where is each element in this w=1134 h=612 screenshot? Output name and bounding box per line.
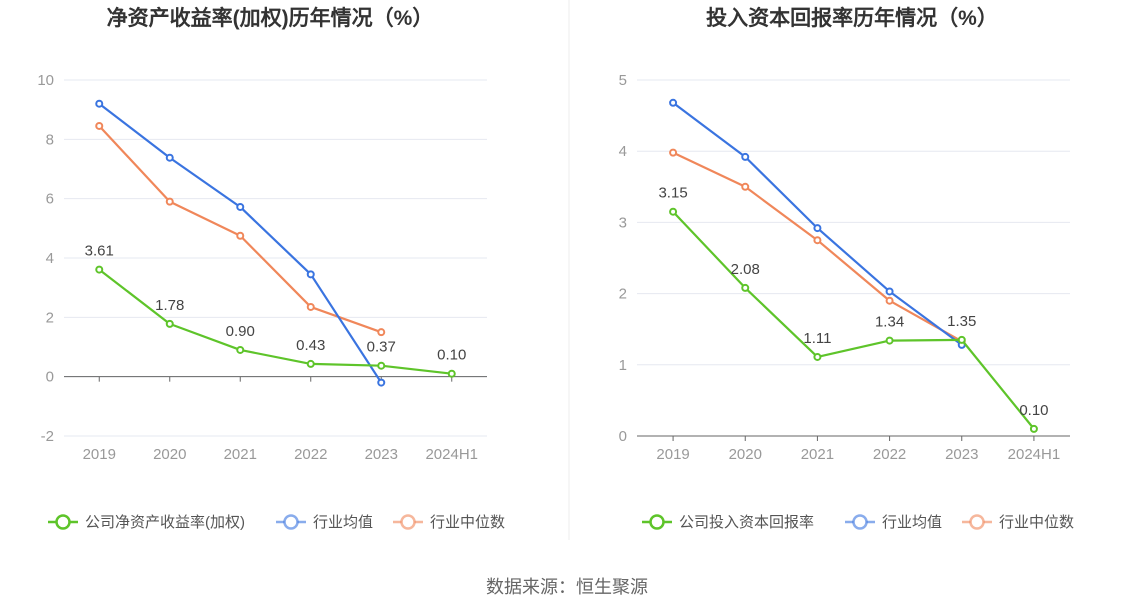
data-point-industry_median bbox=[165, 197, 174, 206]
y-tick-label: 4 bbox=[46, 250, 54, 267]
data-point-industry_median bbox=[236, 231, 245, 240]
legend-label: 公司净资产收益率(加权) bbox=[85, 514, 245, 531]
legend-marker-industry_avg bbox=[283, 514, 299, 530]
data-point-company bbox=[957, 335, 966, 344]
data-point-company bbox=[447, 369, 456, 378]
y-tick-label: 2 bbox=[619, 286, 627, 303]
data-point-company bbox=[741, 283, 750, 292]
data-point-company bbox=[95, 265, 104, 274]
x-tick-label: 2019 bbox=[83, 446, 116, 463]
legend-label: 行业均值 bbox=[882, 514, 942, 531]
data-label: 2.08 bbox=[731, 261, 760, 278]
y-tick-label: 1 bbox=[619, 357, 627, 374]
legend-marker-company bbox=[55, 514, 71, 530]
data-point-company bbox=[1029, 424, 1038, 433]
series-line-industry_avg bbox=[98, 102, 383, 384]
y-tick-label: 3 bbox=[619, 214, 627, 231]
x-tick-label: 2023 bbox=[945, 446, 978, 463]
legend-label: 行业均值 bbox=[313, 514, 373, 531]
legend-label: 行业中位数 bbox=[999, 514, 1074, 531]
data-point-company bbox=[306, 359, 315, 368]
data-point-company bbox=[165, 319, 174, 328]
chart-title: 投入资本回报率历年情况（%） bbox=[706, 6, 998, 30]
chart-title: 净资产收益率(加权)历年情况（%） bbox=[107, 6, 434, 30]
roic-chart: 投入资本回报率历年情况（%） 5 4 3 2 1 0 2019 2020 2021 2022 2023… bbox=[619, 6, 1074, 531]
data-point-industry_avg bbox=[669, 98, 678, 107]
legend-label: 行业中位数 bbox=[430, 514, 505, 531]
data-label: 0.90 bbox=[226, 323, 255, 340]
data-point-industry_avg bbox=[95, 99, 104, 108]
data-label: 3.61 bbox=[85, 243, 114, 260]
y-tick-label: 10 bbox=[37, 72, 54, 89]
x-tick-label: 2021 bbox=[224, 446, 257, 463]
y-tick-label: -2 bbox=[41, 428, 54, 445]
x-tick-label: 2022 bbox=[294, 446, 327, 463]
data-label: 1.11 bbox=[803, 330, 831, 347]
y-tick-label: 0 bbox=[46, 369, 54, 386]
data-point-industry_avg bbox=[885, 287, 894, 296]
data-point-industry_median bbox=[669, 148, 678, 157]
x-tick-label: 2020 bbox=[729, 446, 762, 463]
x-tick-label: 2024H1 bbox=[1008, 446, 1061, 463]
y-tick-label: 2 bbox=[46, 309, 54, 326]
y-tick-label: 8 bbox=[46, 131, 54, 148]
x-tick-label: 2021 bbox=[801, 446, 834, 463]
data-point-company bbox=[669, 207, 678, 216]
x-tick-label: 2023 bbox=[365, 446, 398, 463]
data-point-industry_median bbox=[741, 182, 750, 191]
legend-marker-industry_median bbox=[400, 514, 416, 530]
data-point-industry_avg bbox=[377, 378, 386, 387]
data-point-industry_avg bbox=[165, 153, 174, 162]
data-label: 1.35 bbox=[947, 313, 976, 330]
data-point-company bbox=[236, 345, 245, 354]
data-point-industry_avg bbox=[813, 224, 822, 233]
data-point-industry_median bbox=[813, 236, 822, 245]
data-label: 0.10 bbox=[1019, 402, 1048, 419]
data-label: 0.10 bbox=[437, 347, 466, 364]
y-tick-label: 6 bbox=[46, 191, 54, 208]
data-point-industry_median bbox=[95, 121, 104, 130]
data-label: 0.43 bbox=[296, 337, 325, 354]
series-line-company bbox=[98, 268, 452, 375]
roe-chart: 净资产收益率(加权)历年情况（%） 10 8 6 4 2 0 -2 2019 2020 2021 20… bbox=[37, 6, 505, 531]
y-tick-label: 0 bbox=[619, 428, 627, 445]
data-point-industry_median bbox=[306, 302, 315, 311]
data-label: 0.37 bbox=[367, 339, 396, 356]
x-tick-label: 2020 bbox=[153, 446, 186, 463]
y-tick-label: 4 bbox=[619, 143, 627, 160]
data-point-industry_avg bbox=[306, 270, 315, 279]
data-point-company bbox=[885, 336, 894, 345]
data-label: 3.15 bbox=[658, 185, 687, 202]
legend-marker-company bbox=[649, 514, 665, 530]
data-point-company bbox=[377, 361, 386, 370]
data-source-note: 数据来源：恒生聚源 bbox=[486, 577, 648, 597]
data-point-industry_median bbox=[885, 296, 894, 305]
x-tick-label: 2024H1 bbox=[425, 446, 478, 463]
data-point-company bbox=[813, 352, 822, 361]
legend-marker-industry_median bbox=[969, 514, 985, 530]
series-line-industry_avg bbox=[672, 101, 963, 346]
data-label: 1.78 bbox=[155, 297, 184, 314]
data-label: 1.34 bbox=[875, 314, 904, 331]
y-tick-label: 5 bbox=[619, 72, 627, 89]
data-point-industry_avg bbox=[236, 202, 245, 211]
data-point-industry_median bbox=[377, 328, 386, 337]
data-point-industry_avg bbox=[741, 152, 750, 161]
legend-marker-industry_avg bbox=[852, 514, 868, 530]
legend-label: 公司投入资本回报率 bbox=[679, 514, 814, 531]
x-tick-label: 2022 bbox=[873, 446, 906, 463]
series-line-company bbox=[672, 210, 1035, 430]
x-tick-label: 2019 bbox=[656, 446, 689, 463]
